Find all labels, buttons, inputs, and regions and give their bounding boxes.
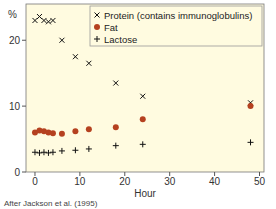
legend-marker <box>95 13 100 18</box>
point <box>45 150 51 156</box>
point <box>73 54 78 59</box>
point <box>140 141 146 147</box>
x-axis-label: Hour <box>134 188 156 199</box>
point <box>113 143 119 149</box>
point <box>59 38 64 43</box>
point <box>86 146 92 152</box>
point <box>72 128 78 134</box>
point <box>140 94 145 99</box>
legend-box <box>90 6 262 46</box>
point <box>50 18 55 23</box>
point <box>46 19 51 24</box>
point <box>59 131 65 137</box>
legend-marker <box>94 24 100 30</box>
point <box>72 147 78 153</box>
x-tick-label: 20 <box>119 176 131 187</box>
point <box>32 149 38 155</box>
x-tick-label: 40 <box>209 176 221 187</box>
y-tick <box>22 106 26 107</box>
point <box>248 139 254 145</box>
point <box>86 61 91 66</box>
y-tick-label: 20 <box>9 35 21 46</box>
y-tick <box>22 172 26 173</box>
y-tick-label: 0 <box>14 167 20 178</box>
legend-label: Protein (contains immunoglobulins) <box>104 10 252 21</box>
legend-marker <box>94 36 100 42</box>
y-axis-label: % <box>8 9 17 20</box>
x-tick-label: 10 <box>74 176 86 187</box>
point <box>113 81 118 86</box>
x-tick-label: 0 <box>32 176 38 187</box>
point <box>50 149 56 155</box>
point <box>50 130 56 136</box>
y-tick-label: 10 <box>9 101 21 112</box>
point <box>41 149 47 155</box>
legend-label: Lactose <box>104 34 137 45</box>
point <box>36 150 42 156</box>
legend-label: Fat <box>104 22 118 33</box>
point <box>248 103 254 109</box>
point <box>41 18 46 23</box>
point <box>86 126 92 132</box>
x-tick-label: 30 <box>164 176 176 187</box>
legend: Protein (contains immunoglobulins)FatLac… <box>90 6 262 46</box>
chart: 0 10 20 0 10 20 30 40 50% Hour After Jackson et al… <box>0 0 276 209</box>
plot-area <box>26 4 264 172</box>
x-tick-label: 50 <box>254 176 266 187</box>
point <box>59 148 65 154</box>
point <box>140 116 146 122</box>
source-note: After Jackson et al. (1995) <box>4 199 98 208</box>
point <box>113 124 119 130</box>
y-tick <box>22 40 26 41</box>
